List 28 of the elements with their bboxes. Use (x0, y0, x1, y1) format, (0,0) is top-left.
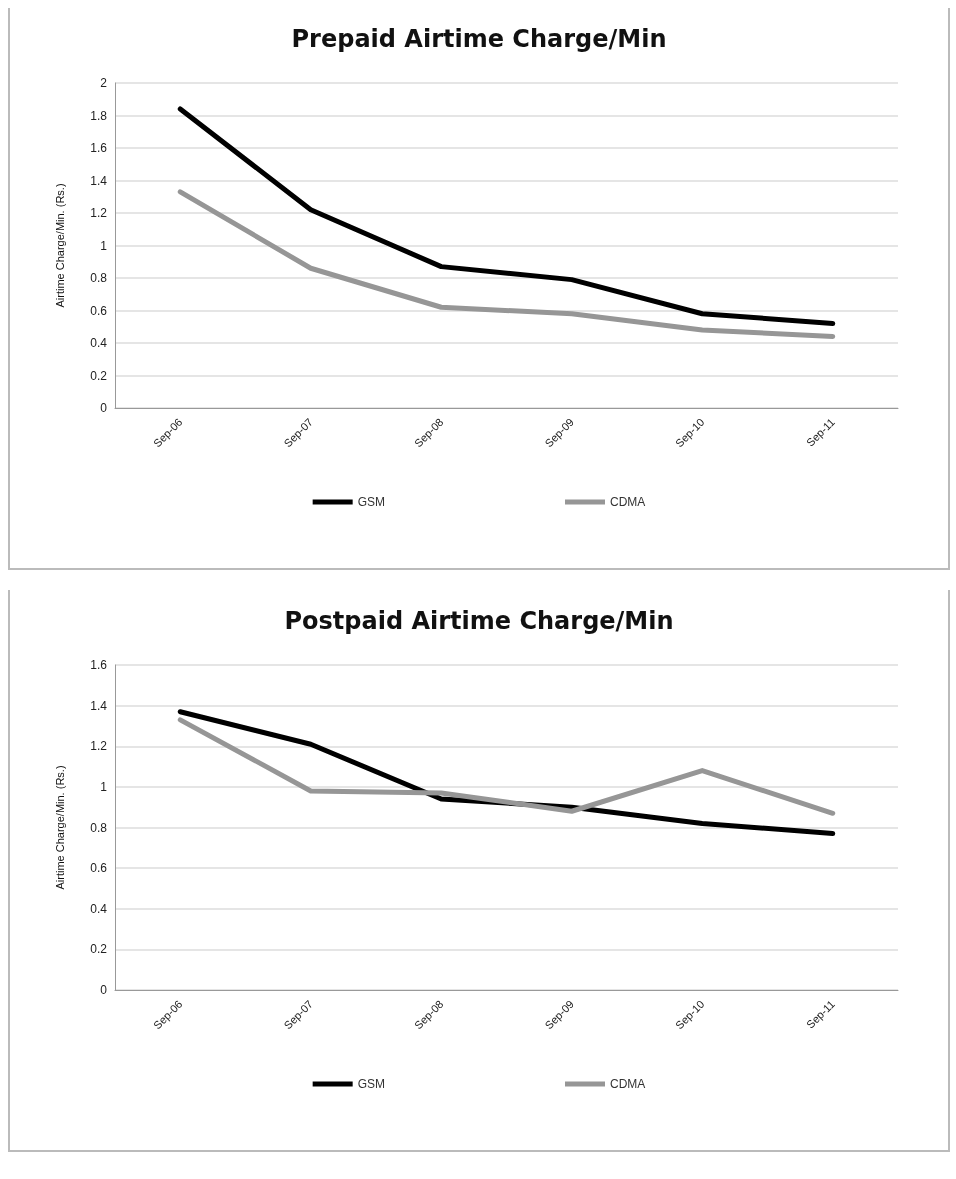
y-tick-label: 1.4 (90, 698, 108, 713)
legend-label: CDMA (610, 1077, 646, 1091)
y-tick-label: 0.6 (90, 303, 108, 318)
y-tick-label: 0.4 (90, 901, 108, 916)
chart-title: Postpaid Airtime Charge/Min (284, 607, 674, 635)
y-tick-label: 1.2 (90, 206, 108, 220)
y-tick-label: 0.2 (90, 942, 108, 957)
legend-label: CDMA (610, 495, 646, 509)
y-tick-label: 0.8 (90, 271, 108, 285)
y-tick-label: 0 (100, 983, 108, 997)
y-tick-label: 0.2 (90, 368, 108, 383)
y-tick-label: 1 (100, 238, 108, 253)
legend-label: GSM (357, 495, 386, 509)
y-tick-label: 0.4 (90, 336, 108, 350)
y-tick-label: 1.6 (90, 658, 108, 672)
y-tick-label: 0.8 (90, 820, 108, 835)
y-axis-title: Airtime Charge/Min. (Rs.) (53, 765, 66, 890)
y-tick-label: 1.6 (90, 141, 108, 155)
legend-label: GSM (357, 1077, 386, 1091)
y-axis-title: Airtime Charge/Min. (Rs.) (53, 183, 66, 308)
y-tick-label: 1 (100, 779, 108, 794)
y-tick-label: 1.8 (90, 108, 108, 123)
chart-title: Prepaid Airtime Charge/Min (291, 25, 667, 53)
y-tick-label: 0.6 (90, 861, 108, 876)
y-tick-label: 1.2 (90, 739, 108, 754)
y-tick-label: 1.4 (90, 173, 108, 188)
y-tick-label: 0 (100, 401, 108, 415)
y-tick-label: 2 (100, 76, 108, 90)
